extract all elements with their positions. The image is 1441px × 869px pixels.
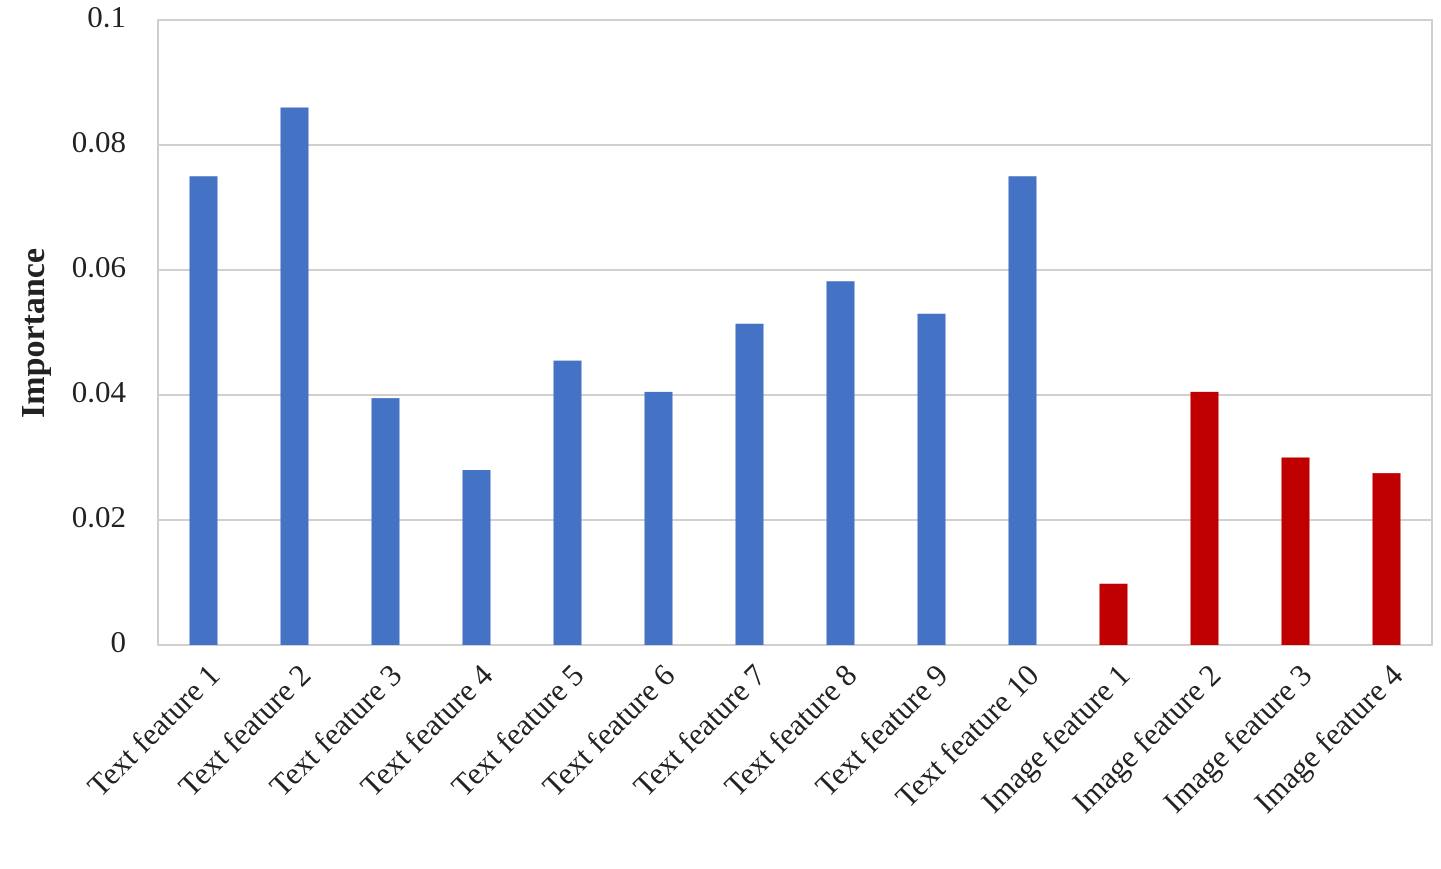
y-tick-label: 0.04 (72, 374, 127, 409)
bar (1190, 391, 1219, 645)
bar (280, 107, 309, 645)
bar (1372, 473, 1401, 645)
y-tick-label: 0.08 (72, 124, 126, 159)
bar (826, 281, 855, 645)
bar (1099, 583, 1128, 645)
y-tick-label: 0.02 (72, 499, 126, 534)
y-tick-label: 0.06 (72, 249, 126, 284)
bar (553, 360, 582, 645)
bar (462, 470, 491, 645)
y-tick-label: 0.1 (87, 0, 126, 34)
bar (371, 398, 400, 645)
bar (735, 323, 764, 645)
bar (917, 313, 946, 645)
bar (1281, 457, 1310, 645)
y-axis-title: Importance (15, 248, 52, 418)
bar (1008, 176, 1037, 645)
plot-area (157, 19, 1433, 646)
bar (644, 391, 673, 645)
bar (189, 176, 218, 645)
y-tick-label: 0 (111, 624, 127, 659)
